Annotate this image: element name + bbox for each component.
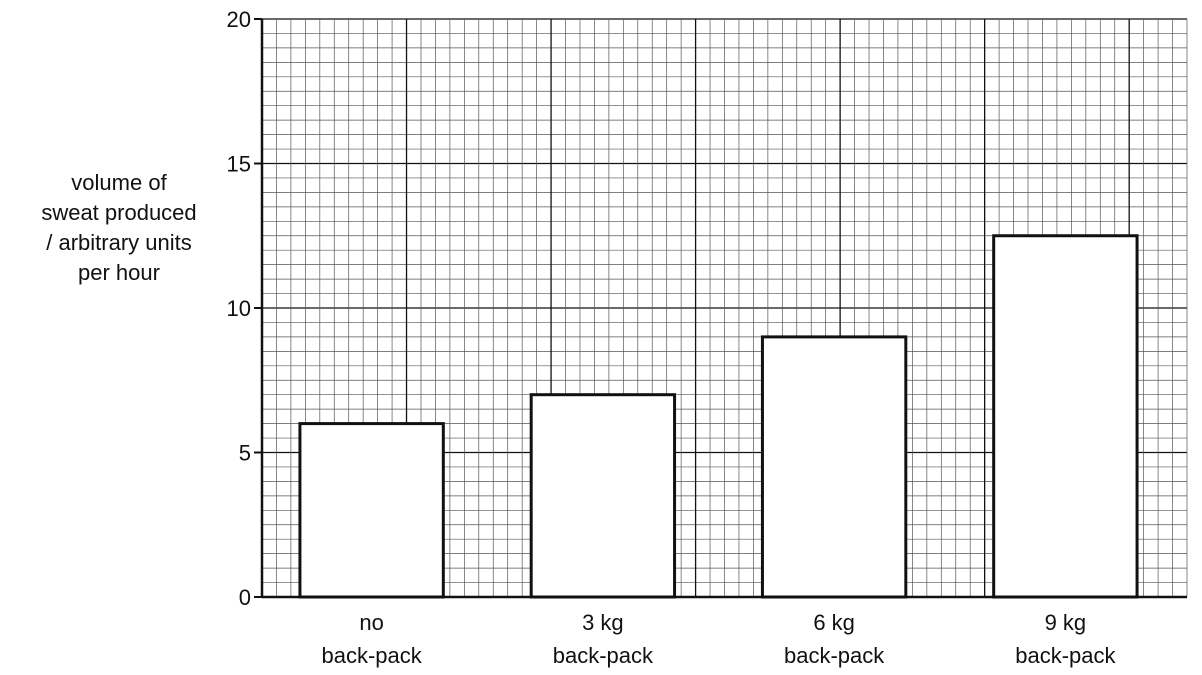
x-tick-label: back-pack (553, 643, 654, 668)
y-axis-label-line-4: per hour (78, 260, 160, 285)
y-axis-label-line-1: volume of (71, 170, 167, 195)
bar (298, 422, 445, 599)
x-tick-label: 6 kg (813, 610, 855, 635)
y-axis-label-line-3: / arbitrary units (46, 230, 192, 255)
x-tick-label: back-pack (784, 643, 885, 668)
y-tick-label: 15 (227, 152, 251, 177)
y-axis-label: volume of sweat produced / arbitrary uni… (10, 168, 228, 288)
x-tick-label: 3 kg (582, 610, 624, 635)
bar (760, 335, 908, 599)
y-tick-label: 5 (239, 441, 251, 466)
bar (992, 234, 1139, 599)
y-tick-label: 20 (227, 7, 251, 32)
x-tick-label: no (359, 610, 383, 635)
x-tick-label: back-pack (1015, 643, 1116, 668)
bar (529, 393, 677, 599)
x-tick-label: 9 kg (1045, 610, 1087, 635)
x-tick-label: back-pack (321, 643, 422, 668)
y-tick-label: 0 (239, 585, 251, 610)
y-tick-label: 10 (227, 296, 251, 321)
y-axis-label-line-2: sweat produced (41, 200, 197, 225)
